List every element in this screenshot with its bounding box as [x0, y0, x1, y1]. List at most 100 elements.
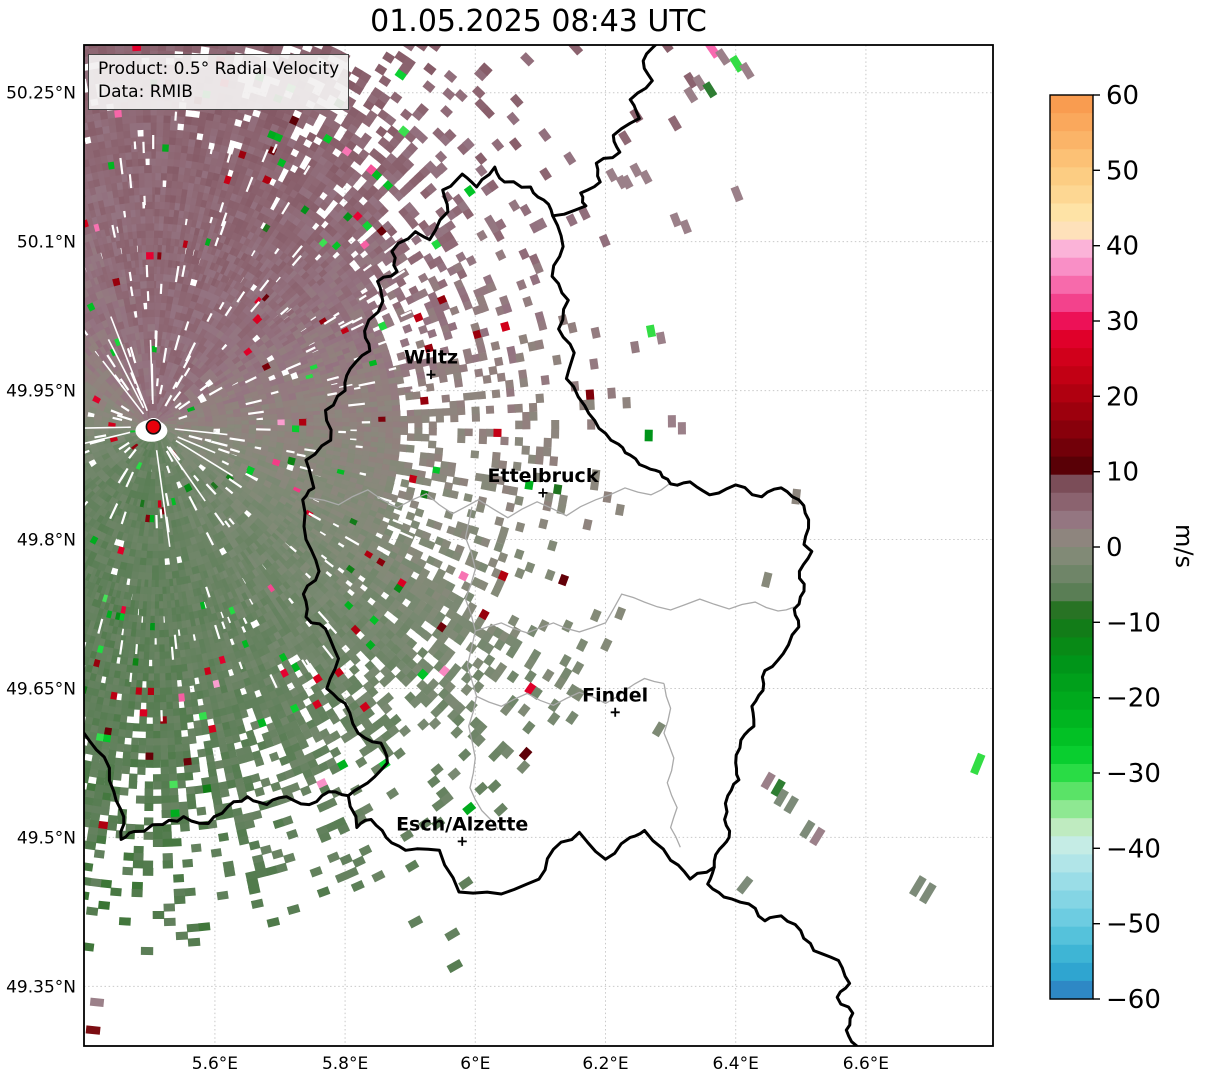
colorbar-band: [1050, 583, 1093, 602]
far-echo: [89, 997, 105, 1007]
far-echo: [639, 169, 653, 185]
colorbar-band: [1050, 836, 1093, 855]
city-marker: [426, 370, 436, 380]
colorbar-band: [1050, 655, 1093, 675]
colorbar-band: [1050, 547, 1093, 566]
colorbar-band: [1050, 257, 1093, 277]
colorbar-band: [1050, 763, 1093, 783]
colorbar-band: [1050, 818, 1093, 837]
far-echo: [715, 48, 731, 66]
y-tick-label: 49.95°N: [6, 382, 76, 402]
colorbar-band: [1050, 510, 1093, 530]
colorbar-band: [1050, 745, 1093, 765]
far-echo: [667, 415, 676, 428]
colorbar-band: [1050, 275, 1093, 295]
far-echo: [736, 875, 754, 895]
colorbar-band: [1050, 203, 1093, 223]
colorbar-band: [1050, 528, 1093, 548]
colorbar-band: [1050, 709, 1093, 729]
city-labels: Wiltz Ettelbruck Findel Esch/Alzette: [396, 347, 648, 846]
colorbar-tick-label: −40: [1106, 834, 1161, 864]
colorbar-band: [1050, 962, 1093, 982]
colorbar-band: [1050, 492, 1093, 512]
colorbar-tick-label: 20: [1106, 382, 1139, 412]
far-echo: [760, 771, 776, 791]
far-echo: [85, 1025, 101, 1035]
radar-site-dot: [145, 418, 162, 435]
colorbar-band: [1050, 330, 1093, 349]
axis-tick-labels: 5.6°E 5.8°E 6°E 6.2°E 6.4°E 6.6°E 49.35°N 49.5°…: [6, 84, 889, 1074]
colorbar-band: [1050, 854, 1093, 874]
x-tick-label: 6°E: [460, 1054, 490, 1074]
colorbar-tick-label: −50: [1106, 910, 1161, 940]
colorbar-band: [1050, 926, 1093, 946]
country-border-be_de: [551, 45, 658, 218]
admin-border: [475, 593, 795, 634]
colorbar-band: [1050, 221, 1093, 241]
colorbar-tick-label: 60: [1106, 81, 1139, 111]
colorbar-band: [1050, 727, 1093, 747]
admin-border: [663, 683, 681, 848]
far-echo: [645, 324, 657, 338]
city-marker: [610, 707, 620, 717]
colorbar-band: [1050, 366, 1093, 385]
colorbar-band: [1050, 185, 1093, 205]
colorbar-band: [1050, 167, 1093, 186]
far-echo: [909, 875, 927, 898]
far-echo: [679, 219, 692, 235]
colorbar-band: [1050, 402, 1093, 422]
colorbar-band: [1050, 384, 1093, 403]
colorbar-band: [1050, 890, 1093, 910]
y-tick-label: 49.5°N: [17, 828, 76, 848]
city-label: Esch/Alzette: [396, 813, 528, 835]
far-echo: [799, 819, 816, 840]
far-echo: [629, 162, 643, 178]
colorbar-band: [1050, 456, 1093, 476]
colorbar-band: [1050, 293, 1093, 313]
far-echo: [919, 882, 937, 905]
far-echo: [669, 212, 682, 228]
colorbar-tick-label: 40: [1106, 232, 1139, 262]
far-echoes: [85, 45, 986, 1035]
colorbar-band: [1050, 113, 1093, 132]
colorbar-band: [1050, 637, 1093, 657]
far-echo: [809, 826, 826, 847]
radar-velocity-field: [84, 45, 801, 974]
colorbar-tick-label: 0: [1106, 533, 1123, 563]
colorbar-band: [1050, 149, 1093, 168]
city-label: Findel: [582, 684, 648, 706]
city-label: Wiltz: [404, 347, 458, 369]
y-tick-label: 50.1°N: [17, 233, 76, 253]
plot-title: 01.05.2025 08:43 UTC: [370, 4, 707, 39]
colorbar-band: [1050, 691, 1093, 711]
admin-border: [476, 677, 665, 708]
y-tick-label: 50.25°N: [6, 84, 76, 104]
colorbar-tick-label: 50: [1106, 156, 1139, 186]
x-tick-label: 6.6°E: [843, 1054, 889, 1074]
colorbar-tick-label: 10: [1106, 458, 1139, 488]
y-tick-label: 49.8°N: [17, 531, 76, 551]
colorbar-band: [1050, 131, 1093, 150]
data-source-line: Data: RMIB: [98, 82, 193, 102]
colorbar-band: [1050, 619, 1093, 638]
country-border-luxembourg: [301, 165, 814, 896]
far-echo: [770, 778, 786, 798]
colorbar-tick-label: −10: [1106, 608, 1161, 638]
colorbar-band: [1050, 800, 1093, 819]
far-echo: [620, 174, 634, 190]
x-tick-label: 6.2°E: [582, 1054, 628, 1074]
colorbar-tick-label: −20: [1106, 684, 1161, 714]
far-echo: [783, 795, 799, 815]
colorbar-band: [1050, 95, 1093, 114]
colorbar-band: [1050, 438, 1093, 458]
admin-border: [464, 506, 499, 830]
product-line: Product: 0.5° Radial Velocity: [98, 59, 340, 79]
far-echo: [605, 167, 619, 183]
colorbar-band: [1050, 420, 1093, 440]
far-echo: [677, 422, 686, 435]
colorbar-band: [1050, 980, 1093, 1000]
colorbar-band: [1050, 673, 1093, 693]
far-echo: [773, 788, 789, 808]
colorbar-band: [1050, 872, 1093, 892]
